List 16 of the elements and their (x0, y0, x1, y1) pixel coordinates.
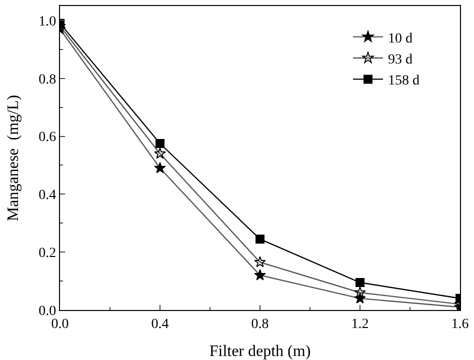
x-tick-label: 0.0 (51, 316, 69, 332)
legend-label: 158 d (388, 74, 420, 89)
legend-label: 93 d (388, 52, 412, 68)
y-tick-label: 1.0 (38, 14, 56, 30)
x-tick-label: 0.4 (151, 316, 169, 332)
y-tick-label: 0.2 (38, 246, 56, 261)
y-tick-label: 0.4 (38, 188, 56, 204)
x-axis-title: Filter depth (m) (209, 343, 311, 360)
x-tick-label: 0.8 (251, 316, 269, 332)
y-tick-label: 0.0 (38, 304, 56, 319)
y-axis-title: Manganese (mg/L) (4, 94, 22, 222)
x-tick-label: 1.2 (351, 316, 369, 332)
x-tick-label: 1.6 (451, 316, 469, 332)
y-tick-label: 0.6 (38, 130, 56, 146)
legend-label: 10 d (388, 31, 412, 46)
y-tick-label: 0.8 (38, 72, 56, 88)
